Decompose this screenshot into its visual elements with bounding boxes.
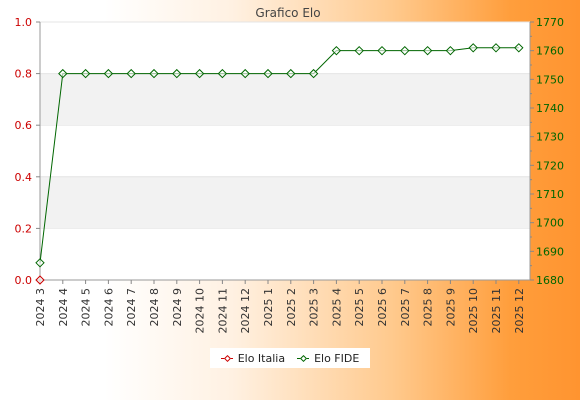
grid-band xyxy=(40,177,530,229)
right-tick-label: 1690 xyxy=(536,245,564,258)
right-tick-label: 1720 xyxy=(536,159,564,172)
x-tick-label: 2025 1 xyxy=(262,288,275,327)
x-tick-label: 2025 7 xyxy=(399,288,412,327)
x-tick-label: 2025 8 xyxy=(422,288,435,327)
legend-label-elo-fide: Elo FIDE xyxy=(314,352,359,365)
x-tick-label: 2025 5 xyxy=(353,288,366,327)
x-tick-label: 2024 6 xyxy=(102,288,115,327)
x-tick-label: 2024 7 xyxy=(125,288,138,327)
x-tick-label: 2025 4 xyxy=(330,288,343,327)
left-tick-label: 0.8 xyxy=(15,68,33,81)
chart-title: Grafico Elo xyxy=(255,6,320,20)
x-tick-label: 2024 5 xyxy=(80,288,93,327)
right-tick-label: 1770 xyxy=(536,16,564,29)
x-tick-label: 2025 2 xyxy=(285,288,298,327)
right-tick-label: 1740 xyxy=(536,102,564,115)
legend-item-elo-italia[interactable]: Elo Italia xyxy=(221,352,285,365)
left-tick-label: 1.0 xyxy=(15,16,33,29)
x-tick-label: 2024 9 xyxy=(171,288,184,327)
x-tick-label: 2025 6 xyxy=(376,288,389,327)
right-tick-label: 1750 xyxy=(536,73,564,86)
legend-label-elo-italia: Elo Italia xyxy=(238,352,285,365)
x-tick-label: 2025 12 xyxy=(513,288,526,334)
left-tick-label: 0.6 xyxy=(15,119,33,132)
right-tick-label: 1710 xyxy=(536,188,564,201)
plot-area: 0.0 0.2 0.4 0.6 0.8 1.0 1680 1690 1700 1710 1720 17… xyxy=(15,16,565,334)
legend-item-elo-fide[interactable]: Elo FIDE xyxy=(297,352,359,365)
right-tick-label: 1760 xyxy=(536,45,564,58)
x-tick-label: 2024 11 xyxy=(216,288,229,334)
x-tick-label: 2025 10 xyxy=(467,288,480,334)
left-tick-label: 0.2 xyxy=(15,222,33,235)
x-tick-label: 2024 10 xyxy=(194,288,207,334)
right-tick-label: 1700 xyxy=(536,217,564,230)
grid-band xyxy=(40,74,530,126)
x-tick-label: 2025 3 xyxy=(308,288,321,327)
x-tick-label: 2024 12 xyxy=(239,288,252,334)
legend: Elo Italia Elo FIDE xyxy=(210,348,370,368)
legend-marker-elo-fide xyxy=(297,353,309,363)
right-tick-label: 1730 xyxy=(536,131,564,144)
left-tick-label: 0.4 xyxy=(15,171,33,184)
x-tick-label: 2024 3 xyxy=(34,288,47,327)
x-tick-label: 2025 11 xyxy=(490,288,503,334)
x-tick-label: 2024 4 xyxy=(57,288,70,327)
right-tick-label: 1680 xyxy=(536,274,564,287)
plot-background xyxy=(40,22,530,280)
x-tick-label: 2025 9 xyxy=(444,288,457,327)
legend-marker-elo-italia xyxy=(221,353,233,363)
left-tick-label: 0.0 xyxy=(15,274,33,287)
x-tick-label: 2024 8 xyxy=(148,288,161,327)
